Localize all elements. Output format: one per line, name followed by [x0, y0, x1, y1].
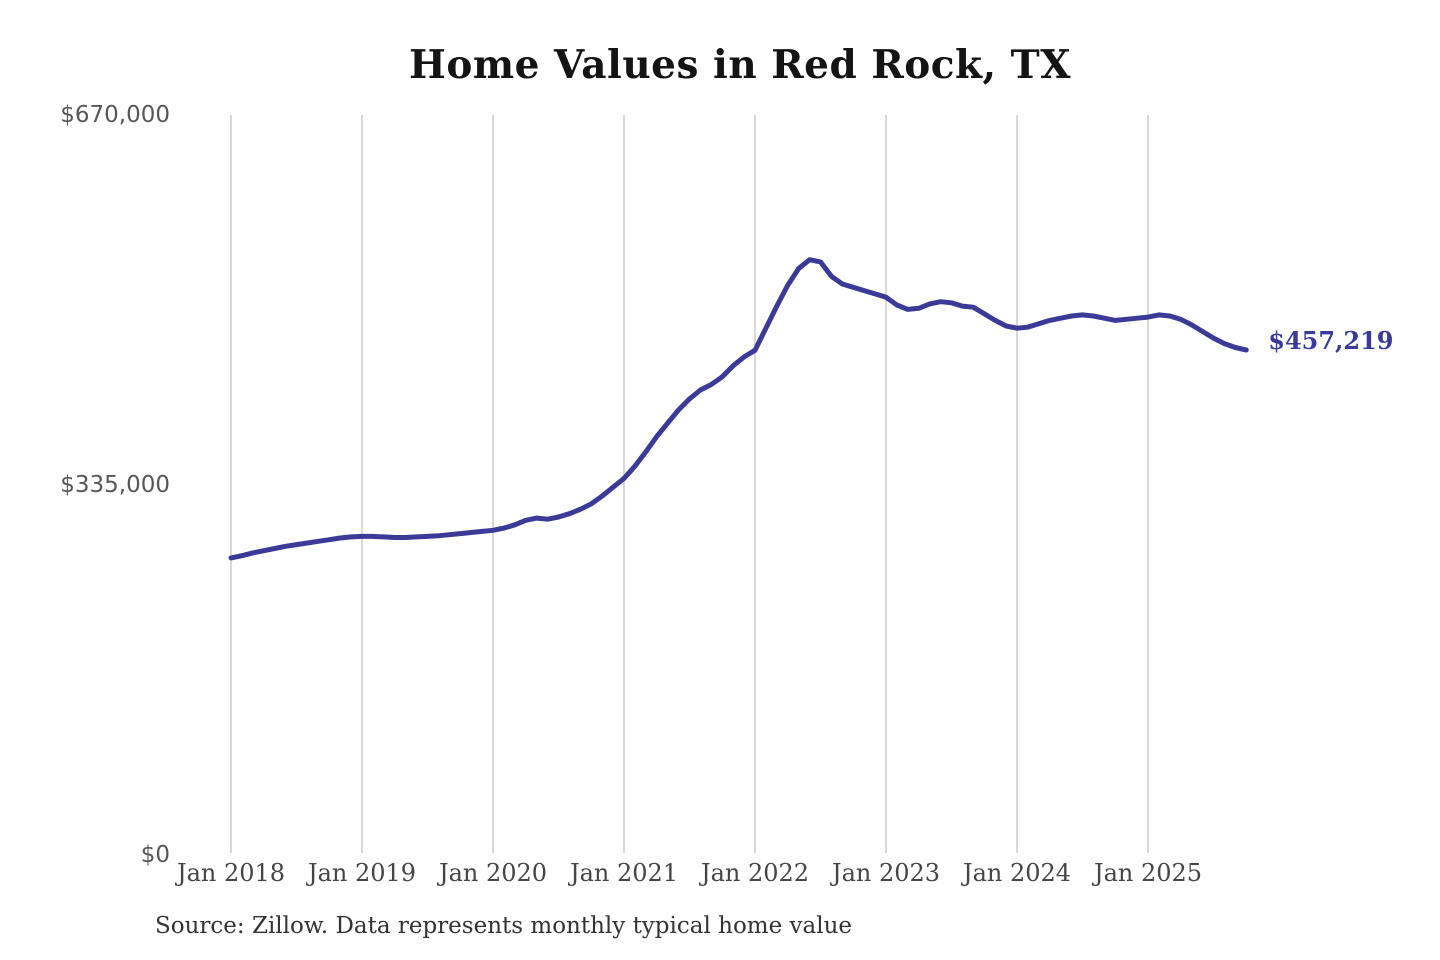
y-tick-label: $0	[140, 842, 170, 868]
x-tick-label: Jan 2022	[700, 859, 810, 887]
chart-title: Home Values in Red Rock, TX	[409, 42, 1071, 88]
x-tick-label: Jan 2024	[962, 859, 1072, 887]
x-tick-label: Jan 2023	[831, 859, 941, 887]
latest-value-label: $457,219	[1268, 326, 1394, 355]
x-tick-label: Jan 2020	[438, 859, 548, 887]
x-tick-label: Jan 2018	[176, 859, 286, 887]
y-tick-label: $335,000	[60, 472, 170, 498]
x-tick-label: Jan 2025	[1093, 859, 1203, 887]
home-value-line	[228, 257, 1249, 561]
y-tick-label: $670,000	[60, 102, 170, 128]
x-tick-label: Jan 2021	[569, 859, 679, 887]
x-tick-label: Jan 2019	[307, 859, 417, 887]
source-note: Source: Zillow. Data represents monthly …	[155, 913, 853, 939]
